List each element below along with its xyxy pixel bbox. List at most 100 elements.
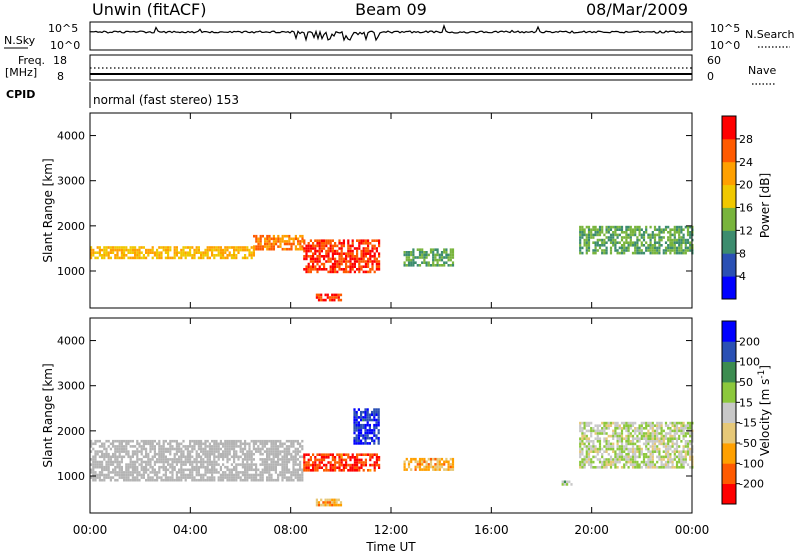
power-cell (440, 253, 444, 257)
power-ylabel: Slant Range [km] (41, 158, 55, 262)
velocity-cell (327, 469, 330, 472)
power-cell (257, 247, 260, 251)
velocity-cell (292, 471, 295, 474)
velocity-cell (274, 465, 277, 469)
velocity-cell (656, 421, 659, 425)
velocity-cell (353, 466, 356, 469)
velocity-colorbar-swatch (722, 483, 736, 505)
velocity-cell (255, 468, 258, 472)
velocity-cell (103, 455, 106, 459)
velocity-cell (162, 465, 165, 469)
velocity-cell (109, 471, 112, 474)
velocity-cell (171, 471, 174, 474)
velocity-cell (605, 450, 608, 453)
velocity-ylabel: Slant Range [km] (41, 363, 55, 467)
power-cell (303, 249, 306, 253)
velocity-cell (153, 439, 156, 443)
velocity-cell (224, 439, 227, 443)
power-cell (447, 253, 450, 257)
velocity-cell (357, 408, 360, 411)
velocity-cell (219, 439, 222, 443)
velocity-cell (213, 450, 216, 453)
velocity-cell (158, 455, 161, 459)
velocity-cell (360, 426, 363, 430)
velocity-cell (255, 439, 258, 443)
power-cell (268, 242, 271, 246)
velocity-cell (315, 503, 318, 507)
power-cell (138, 248, 141, 252)
velocity-cell (347, 453, 350, 456)
power-cell (418, 256, 422, 259)
velocity-cell (167, 442, 170, 446)
velocity-cell (366, 413, 369, 417)
power-cell (403, 261, 406, 264)
velocity-cell (215, 447, 218, 451)
power-cell (629, 238, 632, 242)
power-cell (266, 234, 269, 238)
velocity-cell (651, 458, 654, 461)
velocity-cell (678, 466, 681, 469)
velocity-cell (235, 468, 238, 472)
velocity-cell (202, 450, 205, 453)
power-cell (351, 242, 354, 245)
velocity-cell (299, 442, 302, 446)
velocity-cell (301, 439, 304, 443)
power-cell (636, 251, 639, 255)
power-cell (678, 238, 681, 242)
velocity-cell (184, 473, 187, 477)
velocity-cell (353, 421, 356, 424)
power-cell (592, 233, 595, 237)
velocity-cell (636, 434, 639, 438)
power-cell (347, 270, 350, 274)
power-cell (369, 249, 372, 253)
velocity-cell (114, 460, 117, 464)
power-cell (351, 268, 354, 271)
velocity-cell (239, 478, 242, 482)
power-cell (180, 248, 183, 252)
power-cell (356, 268, 359, 271)
velocity-cell (592, 460, 595, 464)
velocity-cell (171, 468, 174, 472)
power-cell (328, 296, 332, 299)
power-cell (224, 248, 227, 252)
power-cell (609, 246, 613, 250)
power-cell (118, 246, 121, 249)
velocity-cell (189, 450, 192, 453)
power-cell (305, 265, 308, 268)
velocity-cell (601, 447, 604, 451)
power-cell (429, 251, 433, 254)
velocity-cell (288, 460, 291, 464)
velocity-cell (246, 468, 249, 472)
velocity-cell (134, 471, 137, 474)
velocity-cell (587, 440, 591, 443)
velocity-cell (445, 468, 448, 471)
power-cell (193, 254, 196, 257)
velocity-cell (239, 450, 242, 453)
power-cell (331, 268, 334, 271)
velocity-cell (94, 439, 97, 443)
velocity-cell (226, 473, 229, 477)
power-cell (314, 257, 317, 261)
power-cell (680, 244, 683, 247)
power-cell (634, 233, 637, 237)
velocity-cell (340, 458, 343, 462)
velocity-cell (246, 450, 249, 453)
velocity-cell (377, 408, 380, 411)
velocity-cell (366, 423, 369, 427)
velocity-cell (285, 455, 288, 459)
velocity-cell (230, 478, 233, 482)
velocity-colorbar-label-text: Velocity [m s (758, 379, 772, 456)
velocity-cell (241, 452, 244, 456)
velocity-cell (230, 442, 233, 446)
velocity-cell (373, 416, 376, 419)
power-cell (434, 256, 437, 259)
velocity-cell (671, 458, 674, 461)
velocity-cell (364, 408, 367, 411)
power-cell (331, 247, 334, 250)
power-cell (371, 255, 374, 258)
velocity-cell (609, 460, 613, 464)
velocity-cell (581, 432, 584, 435)
velocity-cell (109, 463, 112, 466)
power-cell (592, 251, 595, 255)
velocity-cell (169, 442, 172, 446)
